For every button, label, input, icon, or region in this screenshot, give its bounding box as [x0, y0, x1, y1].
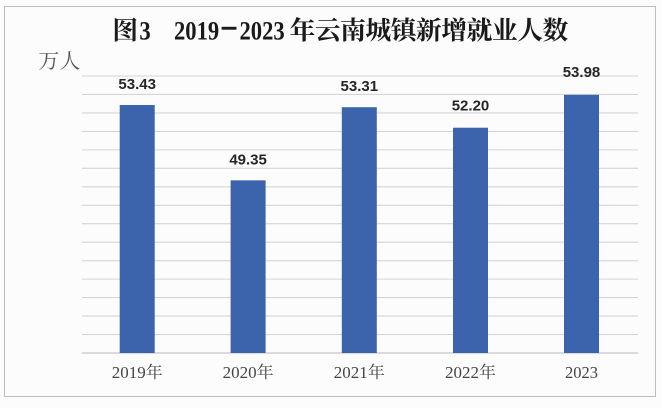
svg-text:2023: 2023	[240, 17, 285, 46]
svg-text:49.35: 49.35	[229, 152, 267, 169]
svg-text:2022: 2022	[445, 363, 479, 382]
svg-text:53.43: 53.43	[118, 76, 156, 93]
svg-text:2019: 2019	[174, 17, 219, 46]
svg-text:53.98: 53.98	[563, 64, 601, 81]
svg-text:2021: 2021	[334, 363, 368, 382]
svg-text:2020: 2020	[223, 363, 257, 382]
svg-text:2023: 2023	[565, 363, 598, 382]
svg-text:3: 3	[139, 17, 150, 46]
svg-text:52.20: 52.20	[452, 97, 490, 114]
svg-text:2019: 2019	[112, 363, 146, 382]
svg-text:53.31: 53.31	[341, 78, 379, 95]
